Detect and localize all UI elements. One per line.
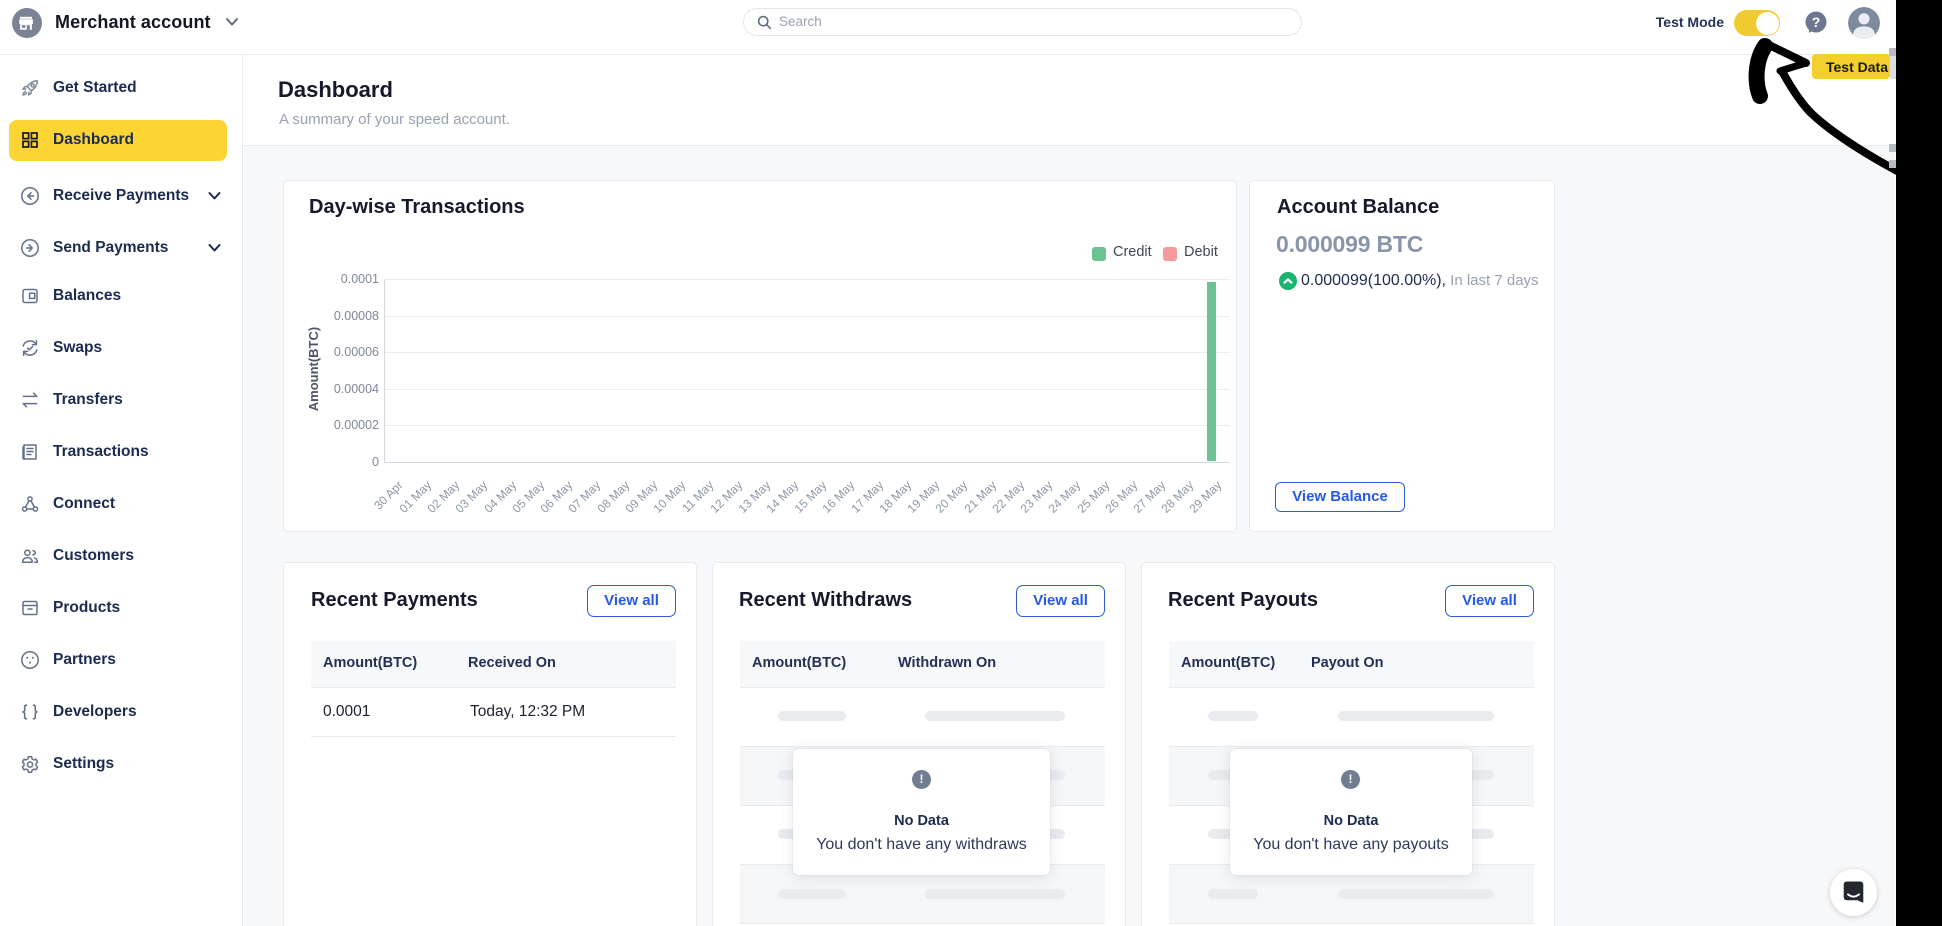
svg-text:?: ?: [1812, 14, 1821, 30]
